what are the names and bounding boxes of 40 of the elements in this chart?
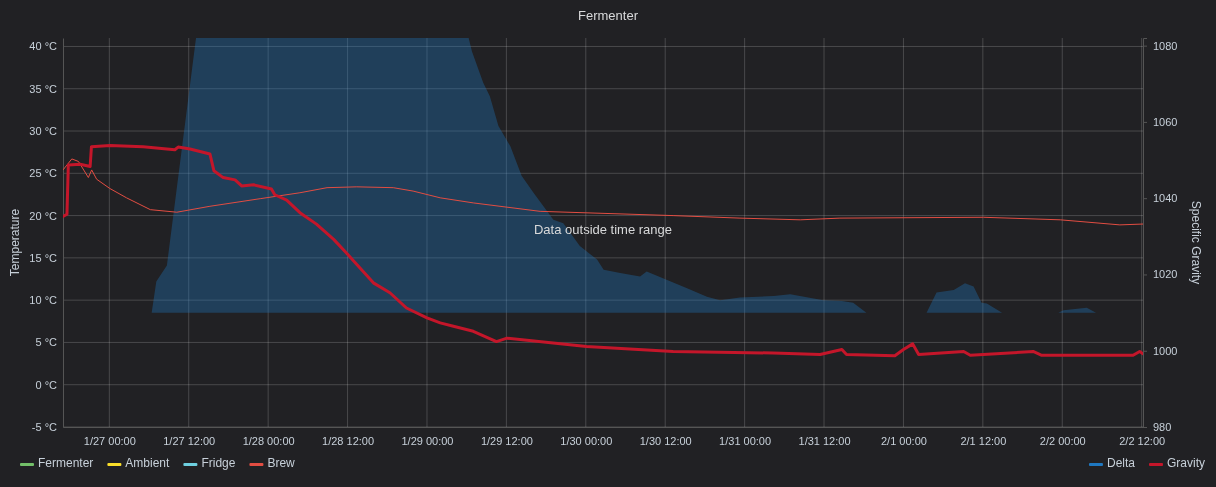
x-tick-label: 1/27 12:00 bbox=[163, 434, 216, 447]
chart-title: Fermenter bbox=[578, 8, 639, 23]
legend-label: Delta bbox=[1106, 456, 1136, 470]
y-axis-title: Temperature bbox=[8, 208, 22, 277]
y-tick-label: 30 °C bbox=[29, 125, 58, 138]
y-tick-label: 25 °C bbox=[29, 167, 58, 180]
legend-label: Brew bbox=[267, 456, 296, 470]
x-tick-label: 1/27 00:00 bbox=[83, 434, 136, 447]
y2-tick-label: 980 bbox=[1153, 421, 1172, 434]
x-tick-label: 2/2 00:00 bbox=[1039, 434, 1086, 447]
y-tick-label: 20 °C bbox=[29, 209, 58, 222]
x-tick-label: 1/30 12:00 bbox=[639, 434, 692, 447]
y-tick-label: -5 °C bbox=[31, 421, 58, 434]
y2-tick-label: 1080 bbox=[1153, 39, 1178, 52]
y-tick-label: 10 °C bbox=[29, 294, 58, 307]
y2-tick-label: 1020 bbox=[1153, 268, 1178, 281]
y2-tick-label: 1000 bbox=[1153, 344, 1178, 357]
legend-label: Fridge bbox=[201, 456, 236, 470]
y-tick-label: 0 °C bbox=[35, 378, 58, 391]
y-tick-label: 35 °C bbox=[29, 82, 58, 95]
y-tick-label: 15 °C bbox=[29, 251, 58, 264]
x-tick-label: 2/1 00:00 bbox=[881, 434, 927, 447]
x-tick-label: 1/30 00:00 bbox=[560, 434, 613, 447]
y-tick-label: 40 °C bbox=[29, 40, 58, 53]
x-tick-label: 1/31 12:00 bbox=[798, 434, 851, 447]
x-tick-label: 2/2 12:00 bbox=[1119, 434, 1166, 447]
legend-label: Fermenter bbox=[38, 456, 94, 470]
x-tick-label: 1/28 00:00 bbox=[242, 434, 295, 447]
annotation: Data outside time range bbox=[533, 221, 673, 237]
legend-label: Gravity bbox=[1166, 456, 1205, 470]
x-tick-label: 1/29 12:00 bbox=[480, 434, 533, 447]
y2-tick-label: 1060 bbox=[1153, 115, 1178, 128]
legend-label: Ambient bbox=[125, 456, 171, 470]
x-tick-label: 1/31 00:00 bbox=[719, 434, 772, 447]
x-tick-label: 1/29 00:00 bbox=[401, 434, 454, 447]
y2-axis-title: Specific Gravity bbox=[1189, 200, 1203, 285]
x-tick-label: 1/28 12:00 bbox=[322, 434, 375, 447]
y-tick-label: 5 °C bbox=[35, 336, 58, 349]
x-tick-label: 2/1 12:00 bbox=[960, 434, 1007, 447]
y2-tick-label: 1040 bbox=[1153, 192, 1178, 205]
